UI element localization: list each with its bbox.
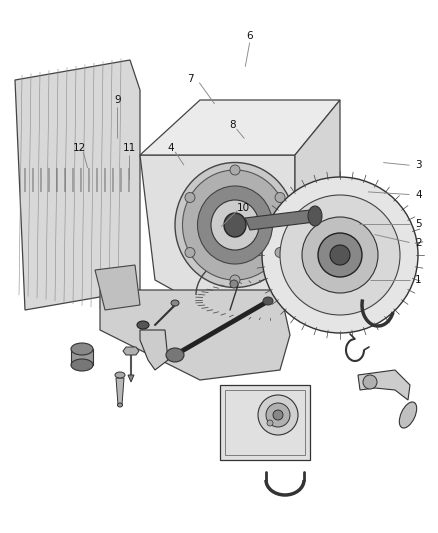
Polygon shape: [295, 100, 340, 305]
Polygon shape: [95, 265, 140, 310]
Circle shape: [185, 247, 195, 257]
Circle shape: [258, 395, 298, 435]
Circle shape: [273, 410, 283, 420]
Circle shape: [230, 280, 238, 288]
Ellipse shape: [198, 186, 272, 264]
Text: 6: 6: [246, 31, 253, 41]
Circle shape: [230, 275, 240, 285]
Text: 5: 5: [415, 219, 422, 229]
Ellipse shape: [117, 403, 123, 407]
Circle shape: [330, 245, 350, 265]
Text: 2: 2: [415, 238, 422, 247]
Ellipse shape: [115, 372, 125, 378]
Circle shape: [363, 375, 377, 389]
Polygon shape: [140, 100, 340, 155]
Ellipse shape: [166, 348, 184, 362]
Circle shape: [275, 192, 285, 203]
Text: 8: 8: [229, 120, 236, 130]
Ellipse shape: [308, 206, 322, 226]
Polygon shape: [358, 370, 410, 400]
Ellipse shape: [137, 321, 149, 329]
Polygon shape: [245, 210, 315, 230]
Text: 1: 1: [415, 275, 422, 285]
Circle shape: [275, 247, 285, 257]
Circle shape: [267, 420, 273, 426]
Ellipse shape: [211, 200, 259, 250]
Circle shape: [318, 233, 362, 277]
Polygon shape: [220, 385, 310, 460]
Text: 4: 4: [167, 143, 174, 153]
Circle shape: [302, 217, 378, 293]
Text: 4: 4: [415, 190, 422, 199]
Polygon shape: [71, 349, 93, 365]
Text: 11: 11: [123, 143, 136, 153]
Polygon shape: [100, 290, 290, 380]
Polygon shape: [15, 60, 140, 310]
Polygon shape: [140, 155, 295, 305]
Ellipse shape: [171, 300, 179, 306]
Text: 9: 9: [114, 95, 121, 105]
Polygon shape: [128, 375, 134, 382]
Circle shape: [262, 177, 418, 333]
Text: 12: 12: [73, 143, 86, 153]
Ellipse shape: [71, 359, 93, 371]
Polygon shape: [140, 330, 168, 370]
Polygon shape: [123, 347, 139, 355]
Polygon shape: [116, 378, 124, 405]
Text: 3: 3: [415, 160, 422, 170]
Ellipse shape: [224, 213, 246, 237]
Ellipse shape: [71, 343, 93, 355]
Circle shape: [185, 192, 195, 203]
Text: 10: 10: [237, 203, 250, 213]
Text: 7: 7: [187, 74, 194, 84]
Ellipse shape: [399, 402, 417, 428]
Ellipse shape: [183, 170, 287, 280]
Ellipse shape: [263, 297, 273, 305]
Ellipse shape: [175, 163, 295, 287]
Circle shape: [230, 165, 240, 175]
Circle shape: [266, 403, 290, 427]
Circle shape: [280, 195, 400, 315]
